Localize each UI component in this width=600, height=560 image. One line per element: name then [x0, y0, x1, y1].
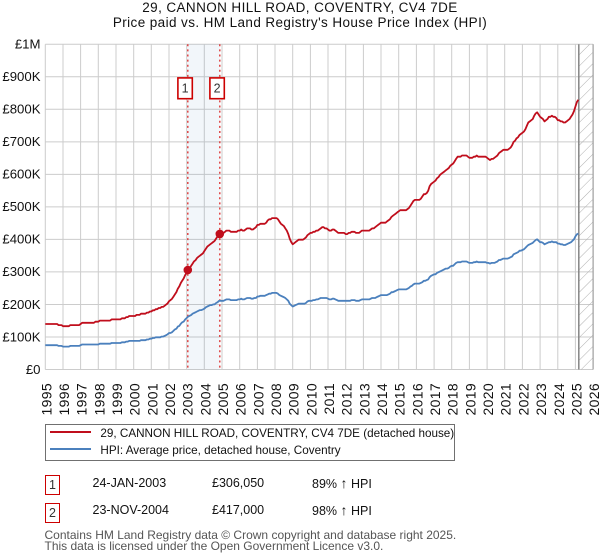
svg-text:2012: 2012 [339, 383, 355, 416]
svg-text:2011: 2011 [321, 383, 337, 415]
svg-text:2008: 2008 [268, 383, 284, 416]
svg-text:1997: 1997 [74, 383, 90, 416]
svg-text:1: 1 [182, 82, 189, 96]
svg-text:2009: 2009 [286, 383, 302, 416]
svg-text:£200K: £200K [2, 297, 40, 312]
svg-text:2025: 2025 [568, 383, 584, 416]
svg-text:2005: 2005 [215, 383, 231, 416]
svg-text:2: 2 [214, 82, 221, 96]
svg-text:2026: 2026 [586, 383, 600, 416]
svg-text:£700K: £700K [2, 134, 40, 149]
svg-text:2003: 2003 [180, 383, 196, 416]
svg-text:1998: 1998 [91, 383, 107, 416]
svg-text:2007: 2007 [250, 383, 266, 416]
svg-text:2023: 2023 [533, 383, 549, 416]
svg-text:£100K: £100K [2, 329, 40, 344]
svg-text:£900K: £900K [2, 69, 40, 84]
svg-text:2022: 2022 [515, 383, 531, 416]
svg-text:2001: 2001 [144, 383, 160, 416]
svg-text:1995: 1995 [38, 383, 54, 416]
svg-text:£1M: £1M [15, 37, 41, 52]
svg-text:£400K: £400K [2, 232, 40, 247]
svg-text:1999: 1999 [109, 383, 125, 416]
svg-text:2000: 2000 [127, 383, 143, 416]
svg-text:£300K: £300K [2, 264, 40, 279]
svg-text:2021: 2021 [498, 383, 514, 416]
svg-text:£800K: £800K [2, 102, 40, 117]
svg-text:2004: 2004 [197, 383, 213, 416]
svg-text:2020: 2020 [480, 383, 496, 416]
svg-text:2024: 2024 [551, 383, 567, 416]
svg-text:2013: 2013 [356, 383, 372, 416]
svg-text:2014: 2014 [374, 383, 390, 416]
svg-text:2018: 2018 [445, 383, 461, 416]
svg-text:2017: 2017 [427, 383, 443, 416]
svg-text:2015: 2015 [392, 383, 408, 416]
svg-text:£500K: £500K [2, 199, 40, 214]
svg-text:£600K: £600K [2, 167, 40, 182]
svg-text:£0: £0 [26, 362, 41, 377]
svg-text:2016: 2016 [409, 383, 425, 416]
svg-text:2019: 2019 [462, 383, 478, 416]
svg-text:2002: 2002 [162, 383, 178, 416]
svg-text:1996: 1996 [56, 383, 72, 416]
svg-text:2010: 2010 [303, 383, 319, 416]
svg-text:2006: 2006 [233, 383, 249, 416]
